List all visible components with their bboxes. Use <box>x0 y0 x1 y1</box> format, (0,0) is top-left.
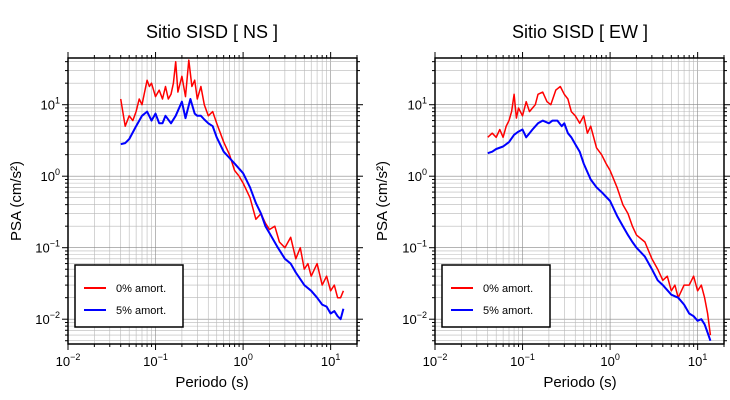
legend-label-1: 5% amort. <box>483 305 533 317</box>
x-axis-label: Periodo (s) <box>175 374 248 391</box>
y-tick-label: 10−2 <box>35 310 60 327</box>
x-tick-label: 101 <box>321 352 340 369</box>
y-axis-label: PSA (cm/s²) <box>374 161 391 241</box>
x-tick-label: 10−1 <box>143 352 168 369</box>
y-tick-label: 10−2 <box>402 310 427 327</box>
legend: 0% amort. 5% amort. <box>441 264 551 328</box>
y-tick-label: 100 <box>41 167 60 184</box>
y-axis-label-text: PSA (cm/s²) <box>374 161 391 241</box>
y-tick-label: 101 <box>41 96 60 113</box>
series-layer <box>119 59 345 321</box>
plot-frame <box>434 57 725 345</box>
y-tick-labels: 10−2 10−1 100 101 <box>35 96 60 327</box>
y-axis-label-text: PSA (cm/s²) <box>8 161 25 241</box>
x-axis-label: Periodo (s) <box>543 374 616 391</box>
chart-ns: Sitio SISD [ NS ] 10−2 10−1 100 101 10−210−… <box>8 22 363 391</box>
axis-ticks <box>429 52 730 350</box>
series-line-0-amort- <box>119 59 345 299</box>
y-tick-label: 10−1 <box>35 239 60 256</box>
legend-label-0: 0% amort. <box>116 283 166 295</box>
chart-title: Sitio SISD [ NS ] <box>146 22 278 42</box>
legend-box <box>74 264 184 328</box>
x-tick-label: 100 <box>233 352 252 369</box>
series-line-5-amort- <box>120 98 345 321</box>
x-tick-label: 10−2 <box>56 352 81 369</box>
y-tick-label: 101 <box>408 96 427 113</box>
x-tick-label: 101 <box>688 352 707 369</box>
series-layer <box>487 85 712 342</box>
x-tick-labels: 10−2 10−1 100 101 <box>423 352 708 369</box>
y-tick-labels: 10−2 10−1 100 101 <box>402 96 427 327</box>
x-tick-labels: 10−2 10−1 100 101 <box>56 352 341 369</box>
axis-ticks <box>62 52 363 350</box>
legend-label-0: 0% amort. <box>483 283 533 295</box>
y-axis-label: PSA (cm/s²) <box>8 161 25 241</box>
y-tick-label: 10−1 <box>402 239 427 256</box>
series-line-0-amort- <box>487 85 712 336</box>
chart-ew: Sitio SISD [ EW ] 10−2 10−1 100 101 10−210−… <box>374 22 730 391</box>
x-tick-label: 100 <box>600 352 619 369</box>
y-tick-label: 100 <box>408 167 427 184</box>
legend: 0% amort. 5% amort. <box>74 264 184 328</box>
x-tick-label: 10−2 <box>423 352 448 369</box>
legend-box <box>441 264 551 328</box>
x-tick-label: 10−1 <box>510 352 535 369</box>
plot-frame <box>67 57 358 345</box>
series-line-5-amort- <box>487 119 712 342</box>
chart-title: Sitio SISD [ EW ] <box>512 22 648 42</box>
legend-label-1: 5% amort. <box>116 305 166 317</box>
